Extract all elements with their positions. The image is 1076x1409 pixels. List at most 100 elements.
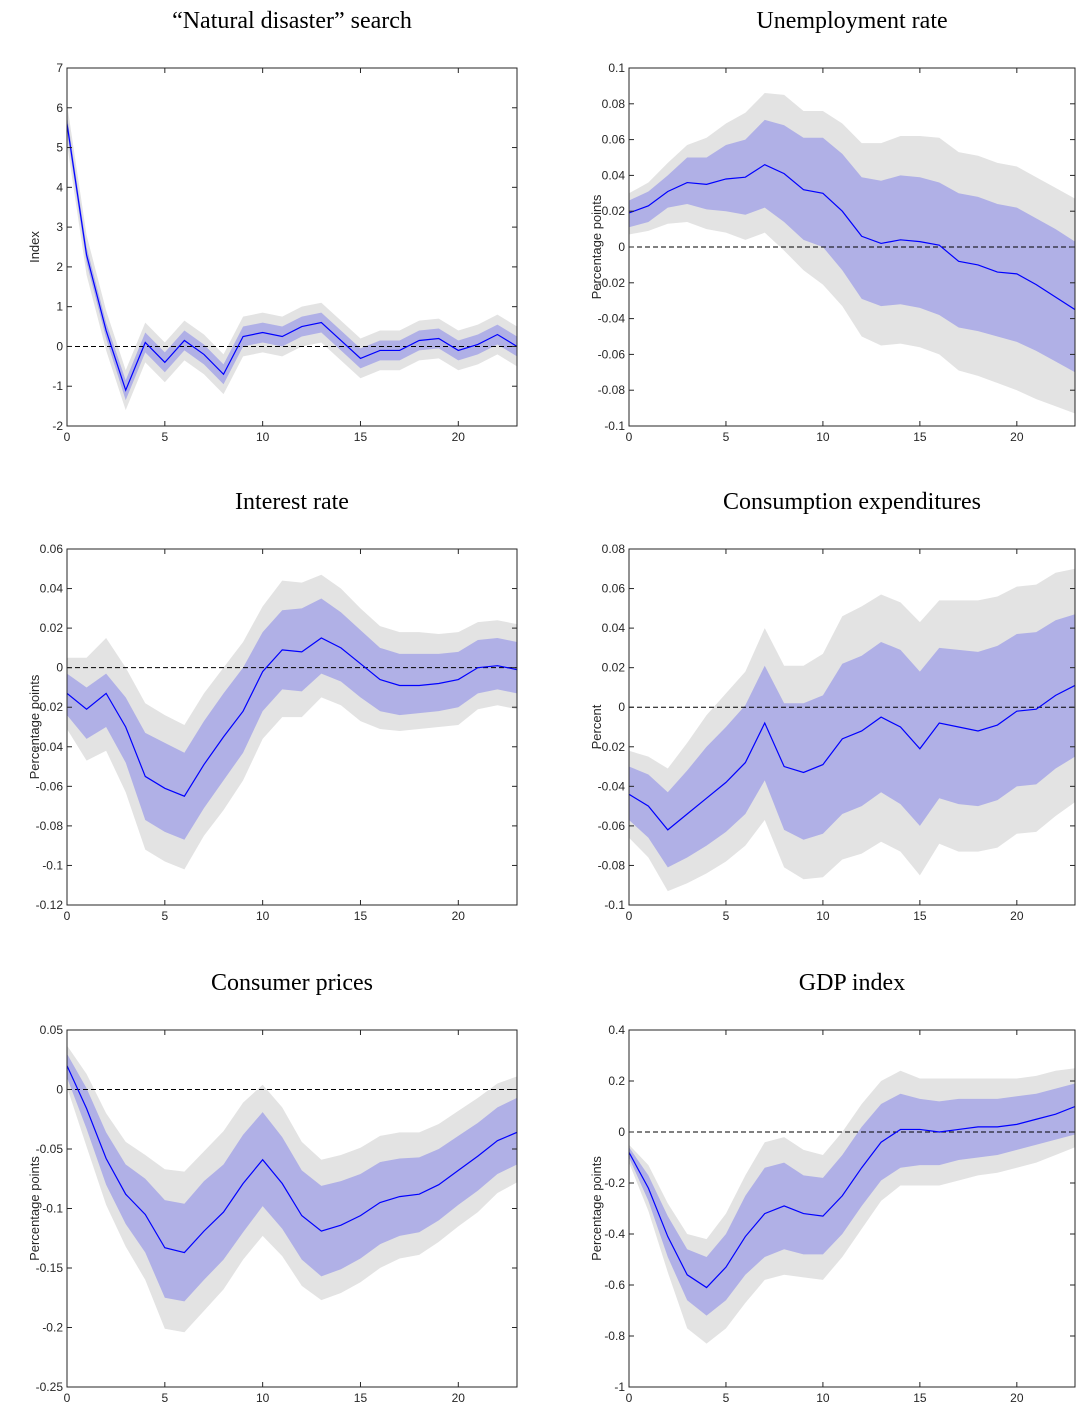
axes-box [628,1029,1076,1388]
y-tick-label: -0.08 [598,383,626,397]
panel-title: GDP index [799,970,905,996]
y-tick-label: -0.05 [36,1142,64,1156]
panel: -2 -1 0 1 2 3 4 5 6 7 0 5 10 15 20 “Natural disaster” s… [27,8,518,444]
confidence-band [67,598,517,840]
x-tick-label: 20 [1010,909,1024,923]
x-tick-label: 15 [913,430,927,444]
x-tick-label: 10 [256,430,270,444]
y-tick-label: 0 [618,700,625,714]
y-tick-label: 0.04 [40,582,64,596]
y-tick-label: 0.02 [602,661,626,675]
panel: -0.12 -0.1 -0.08 -0.06 -0.04 -0.02 0 0.02 0.04 0.… [27,489,518,923]
x-tick-label: 10 [816,1391,830,1405]
plot-area [67,574,517,870]
x-tick-label: 20 [452,909,466,923]
y-tick-label: 0 [56,661,63,675]
y-tick-label: -0.02 [598,740,626,754]
y-tick-label: 0.08 [602,542,626,556]
panel: -0.25 -0.2 -0.15 -0.1 -0.05 0 0.05 0 5 10 15 20 Cons… [27,970,518,1405]
y-tick-label: 0.02 [40,621,64,635]
x-tick-label: 20 [1010,1391,1024,1405]
plot-area [629,568,1075,892]
y-axis-label: Percentage points [589,194,604,299]
median-line [67,1065,517,1254]
panel-title: Unemployment rate [756,8,947,34]
y-axis-label: Percentage points [27,1156,42,1261]
median-line [629,1105,1075,1289]
x-tick-label: 10 [256,909,270,923]
y-tick-label: -0.04 [36,740,64,754]
y-tick-label: 0.06 [602,582,626,596]
y-tick-label: 0.02 [602,204,626,218]
panel-title: Consumption expenditures [723,489,981,515]
x-tick-label: 5 [723,430,730,444]
y-tick-label: -0.1 [604,898,625,912]
y-tick-label: -2 [52,419,63,433]
y-tick-label: 0.06 [602,133,626,147]
y-tick-label: -0.1 [604,419,625,433]
y-tick-label: 0.04 [602,621,626,635]
axes-box [66,67,518,427]
x-tick-label: 5 [723,1391,730,1405]
confidence-band [629,614,1075,868]
x-tick-label: 5 [723,909,730,923]
y-tick-label: -0.8 [604,1329,625,1343]
median-line [67,123,517,392]
y-tick-label: 2 [56,260,63,274]
x-tick-label: 20 [452,1391,466,1405]
x-tick-label: 10 [256,1391,270,1405]
y-tick-label: -0.04 [598,779,626,793]
panel-title: Interest rate [235,489,349,515]
y-tick-label: -0.1 [42,1202,63,1216]
y-tick-label: 0.4 [608,1023,625,1037]
y-tick-label: -0.06 [598,819,626,833]
y-tick-label: 0 [618,1125,625,1139]
panel: -0.1 -0.08 -0.06 -0.04 -0.02 0 0.02 0.04 0.06 0.0… [589,8,1076,444]
y-tick-label: 0.1 [608,61,625,75]
confidence-band [629,1083,1075,1316]
y-tick-label: -1 [614,1380,625,1394]
confidence-band [629,119,1075,373]
median-line [629,684,1075,831]
plot-area [629,93,1075,414]
x-tick-label: 15 [354,430,368,444]
x-tick-label: 5 [161,1391,168,1405]
panel-title: “Natural disaster” search [172,8,412,34]
confidence-band [67,103,517,411]
y-axis-label: Percentage points [589,1156,604,1261]
y-tick-label: -0.1 [42,858,63,872]
y-tick-label: 0 [56,339,63,353]
y-tick-label: 0.08 [602,97,626,111]
y-tick-label: -0.02 [598,276,626,290]
x-tick-label: 15 [354,1391,368,1405]
confidence-band [67,1053,517,1302]
y-tick-label: 0 [56,1083,63,1097]
y-axis-label: Index [27,231,42,263]
plot-area [67,1045,517,1333]
y-tick-label: 0.05 [40,1023,64,1037]
x-tick-label: 0 [64,1391,71,1405]
y-tick-label: -0.6 [604,1278,625,1292]
axes-box [66,548,518,906]
panel: -0.1 -0.08 -0.06 -0.04 -0.02 0 0.02 0.04 0.06 0.0… [589,489,1076,923]
y-tick-label: -0.02 [36,700,64,714]
y-tick-label: 1 [56,300,63,314]
median-line [629,163,1075,311]
x-tick-label: 20 [1010,430,1024,444]
y-tick-label: -0.2 [604,1176,625,1190]
plot-area [629,1068,1075,1344]
axes-box [628,548,1076,906]
y-tick-label: -0.06 [598,347,626,361]
y-tick-label: 7 [56,61,63,75]
x-tick-label: 0 [64,909,71,923]
plot-area [67,103,517,411]
y-axis-label: Percentage points [27,674,42,779]
x-tick-label: 15 [913,909,927,923]
panel: -1 -0.8 -0.6 -0.4 -0.2 0 0.2 0.4 0 5 10 15 20 GDP ind… [589,970,1076,1405]
y-tick-label: -0.15 [36,1261,64,1275]
y-tick-label: -1 [52,379,63,393]
x-tick-label: 0 [626,1391,633,1405]
y-tick-label: 0.06 [40,542,64,556]
y-tick-label: 0 [618,240,625,254]
